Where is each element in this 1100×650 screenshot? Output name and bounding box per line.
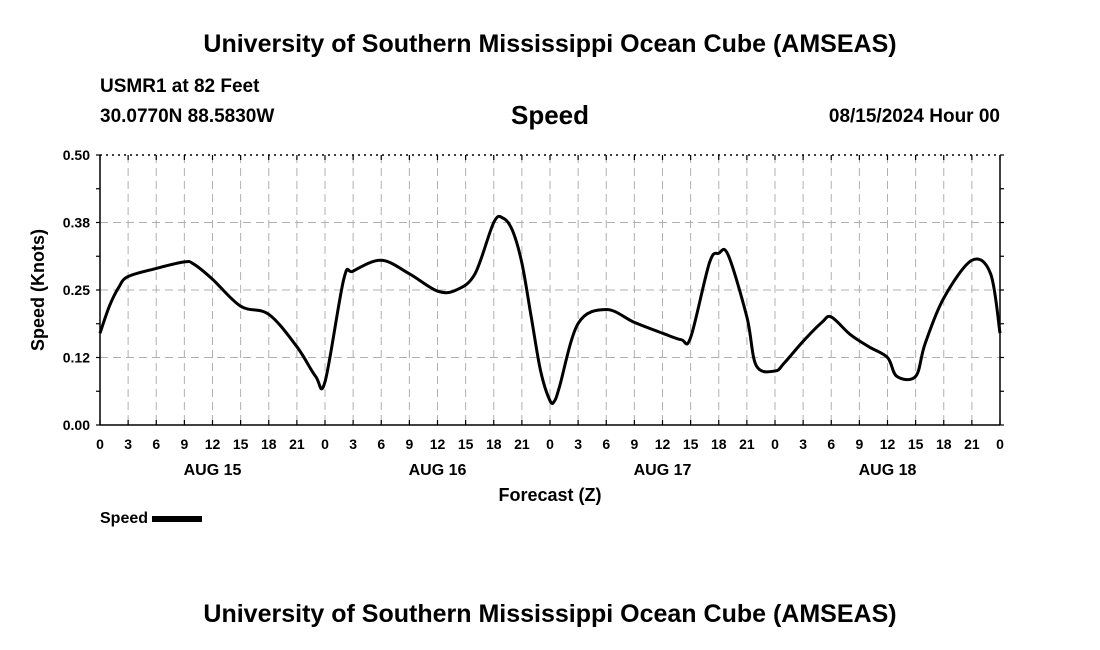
x-tick-label: 6	[602, 436, 610, 452]
series-line-speed	[98, 214, 1002, 405]
x-tick-label: 12	[655, 436, 671, 452]
x-tick-label: 3	[799, 436, 807, 452]
day-label: AUG 16	[409, 462, 467, 479]
x-tick-label: 0	[996, 436, 1004, 452]
x-tick-label: 21	[514, 436, 530, 452]
x-tick-label: 21	[739, 436, 755, 452]
x-tick-label: 0	[546, 436, 554, 452]
legend-swatch	[152, 516, 203, 522]
legend: Speed	[100, 510, 203, 528]
y-tick-label: 0.12	[63, 350, 90, 366]
x-tick-label: 18	[486, 436, 502, 452]
day-label: AUG 15	[184, 462, 242, 479]
x-tick-label: 12	[880, 436, 896, 452]
x-tick-label: 0	[321, 436, 329, 452]
x-tick-label: 6	[377, 436, 385, 452]
variable-title: Speed	[510, 100, 590, 130]
station-label: USMR1 at 82 Feet	[100, 76, 260, 97]
x-tick-label: 15	[683, 436, 699, 452]
x-tick-label: 0	[96, 436, 104, 452]
y-axis-title: Speed (Knots)	[28, 229, 48, 351]
x-tick-label: 12	[430, 436, 446, 452]
x-tick-label: 21	[964, 436, 980, 452]
x-tick-label: 12	[205, 436, 221, 452]
x-tick-label: 21	[289, 436, 305, 452]
axes	[96, 154, 1004, 426]
x-tick-label: 9	[855, 436, 863, 452]
x-tick-label: 9	[180, 436, 188, 452]
x-tick-label: 9	[405, 436, 413, 452]
coordinates-label: 30.0770N 88.5830W	[100, 106, 275, 127]
x-tick-label: 3	[124, 436, 132, 452]
x-tick-label: 6	[827, 436, 835, 452]
y-tick-label: 0.38	[63, 215, 90, 231]
forecast-datetime: 08/15/2024 Hour 00	[828, 106, 1000, 127]
footer-title: University of Southern Mississippi Ocean…	[203, 600, 897, 628]
x-tick-label: 18	[936, 436, 952, 452]
legend-label: Speed	[100, 510, 149, 527]
chart-title: University of Southern Mississippi Ocean…	[203, 30, 897, 58]
x-tick-label: 18	[261, 436, 277, 452]
grid	[100, 155, 1000, 425]
y-tick-label: 0.00	[63, 417, 90, 433]
x-axis-title: Forecast (Z)	[498, 485, 601, 505]
x-tick-label: 3	[574, 436, 582, 452]
x-tick-label: 15	[908, 436, 924, 452]
y-tick-label: 0.50	[63, 147, 90, 163]
x-tick-label: 15	[458, 436, 474, 452]
x-tick-label: 18	[711, 436, 727, 452]
x-tick-label: 15	[233, 436, 249, 452]
axis-labels: 0 3 6 9 12 15 18 21 0 3 6 9 12 15 18 21 0 3 6 9 12 15 18 21 0 3 6 9…	[28, 147, 1004, 505]
day-label: AUG 17	[634, 462, 692, 479]
x-tick-label: 9	[630, 436, 638, 452]
series-layer	[98, 214, 1002, 405]
x-tick-label: 6	[152, 436, 160, 452]
x-tick-label: 0	[771, 436, 779, 452]
y-tick-label: 0.25	[63, 282, 90, 298]
x-tick-label: 3	[349, 436, 357, 452]
day-label: AUG 18	[859, 462, 917, 479]
